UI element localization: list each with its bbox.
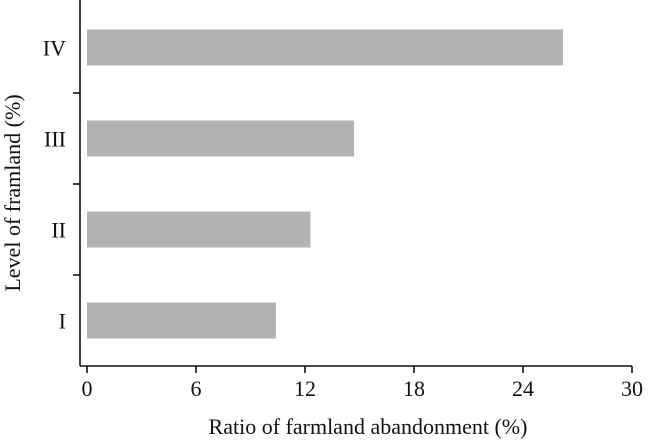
y-axis-title: Level of framland (%) bbox=[0, 94, 25, 291]
y-tick-label-III: III bbox=[44, 127, 66, 152]
x-tick-labels: 0 6 12 18 24 30 bbox=[82, 376, 644, 401]
y-tick-label-IV: IV bbox=[43, 36, 66, 61]
x-tick-label: 6 bbox=[191, 376, 202, 401]
x-tick-label: 12 bbox=[294, 376, 316, 401]
y-tick-marks bbox=[73, 92, 80, 276]
axes-group bbox=[79, 0, 632, 367]
x-tick-label: 0 bbox=[82, 376, 93, 401]
x-tick-label: 18 bbox=[403, 376, 425, 401]
y-tick-label-II: II bbox=[51, 218, 66, 243]
bar-II bbox=[87, 211, 311, 248]
bars-group bbox=[87, 29, 563, 339]
x-tick-marks bbox=[86, 366, 633, 373]
x-tick-label: 30 bbox=[621, 376, 643, 401]
bar-I bbox=[87, 302, 276, 339]
bar-III bbox=[87, 120, 355, 157]
y-tick-label-I: I bbox=[59, 309, 66, 334]
bar-IV bbox=[87, 29, 563, 66]
x-tick-label: 24 bbox=[512, 376, 534, 401]
x-axis-title: Ratio of farmland abandonment (%) bbox=[209, 414, 528, 439]
